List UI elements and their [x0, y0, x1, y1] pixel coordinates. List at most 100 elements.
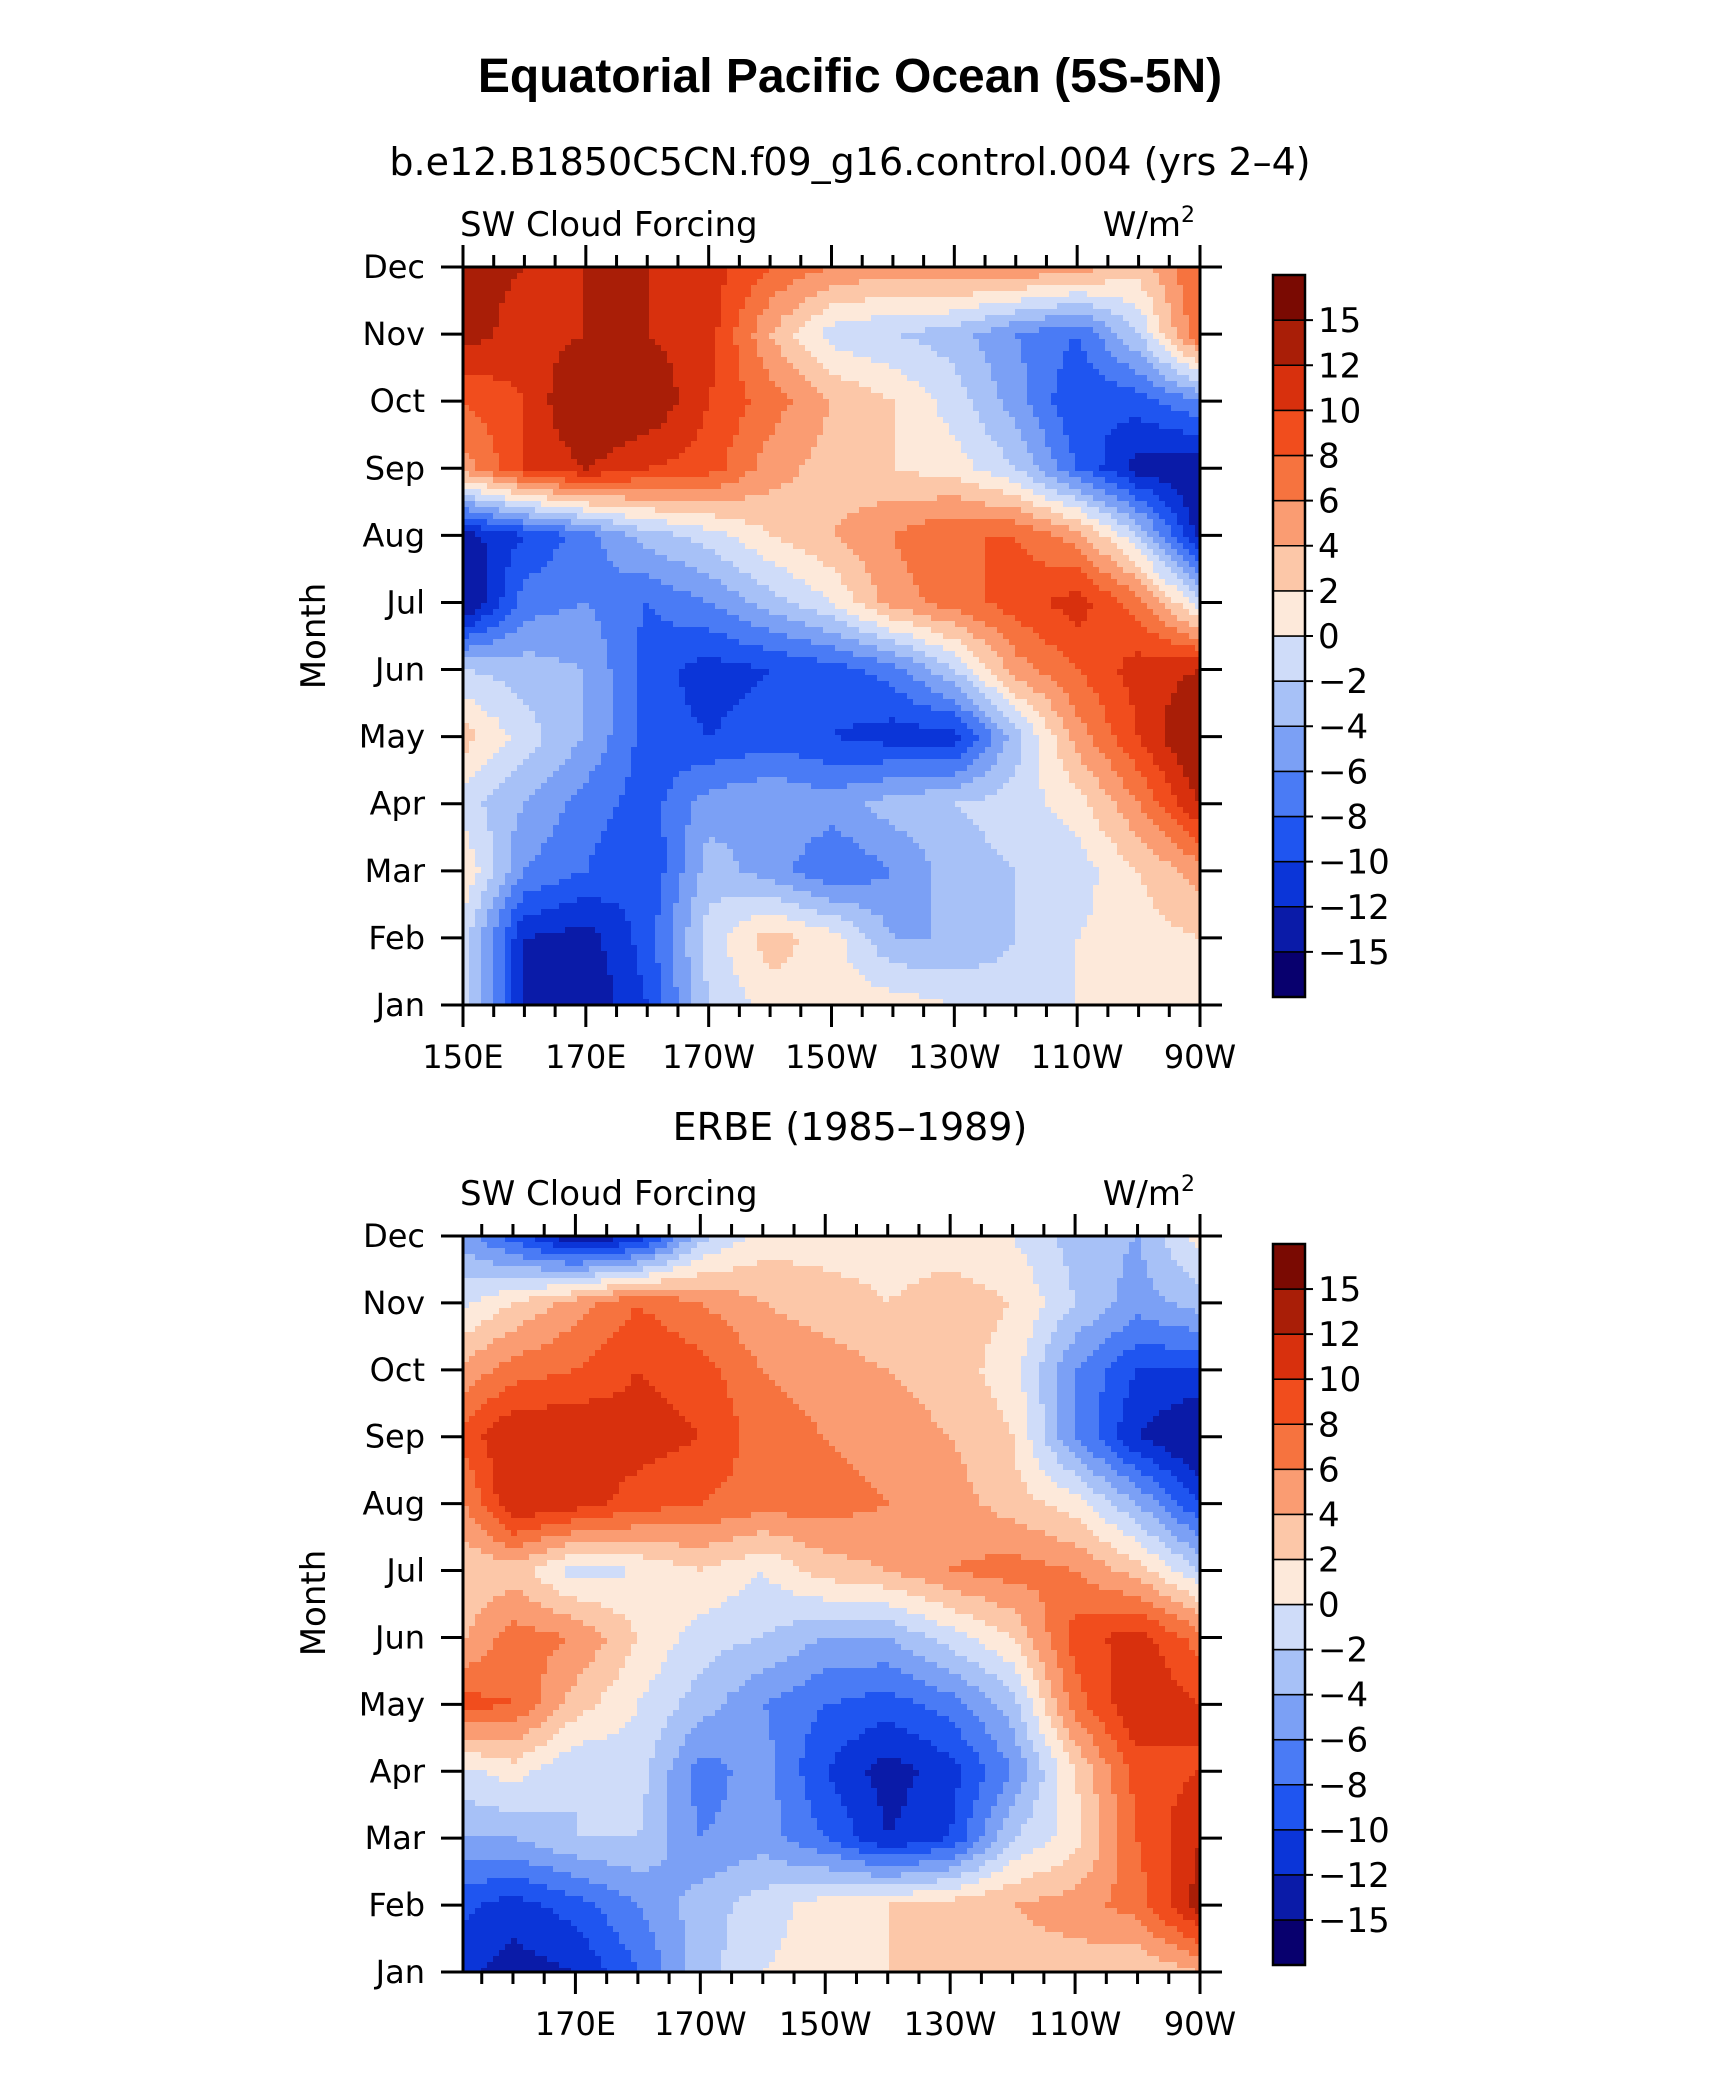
contour-cell: [649, 291, 656, 298]
contour-cell: [541, 477, 548, 484]
contour-cell: [493, 459, 500, 466]
contour-cell: [853, 345, 860, 352]
contour-cell: [529, 501, 536, 508]
contour-cell: [1003, 441, 1010, 448]
contour-cell: [595, 297, 602, 304]
contour-cell: [565, 297, 572, 304]
contour-cell: [1171, 387, 1178, 394]
contour-cell: [877, 417, 884, 424]
contour-cell: [547, 399, 554, 406]
contour-cell: [871, 363, 878, 370]
contour-cell: [823, 411, 830, 418]
contour-cell: [721, 483, 728, 490]
contour-cell: [655, 303, 662, 310]
contour-cell: [673, 411, 680, 418]
contour-cell: [931, 435, 938, 442]
contour-cell: [505, 423, 512, 430]
contour-cell: [793, 309, 800, 316]
contour-cell: [1009, 309, 1016, 316]
contour-cell: [913, 447, 920, 454]
contour-cell: [667, 387, 674, 394]
contour-cell: [523, 309, 530, 316]
contour-cell: [1093, 279, 1100, 286]
contour-cell: [895, 351, 902, 358]
contour-cell: [775, 387, 782, 394]
contour-cell: [583, 399, 590, 406]
contour-cell: [865, 393, 872, 400]
contour-cell: [835, 315, 842, 322]
contour-cell: [775, 459, 782, 466]
contour-cell: [565, 381, 572, 388]
contour-cell: [955, 495, 962, 502]
contour-cell: [997, 309, 1004, 316]
contour-cell: [529, 405, 536, 412]
contour-cell: [745, 393, 752, 400]
contour-cell: [547, 477, 554, 484]
contour-cell: [721, 345, 728, 352]
contour-cell: [883, 351, 890, 358]
contour-cell: [745, 327, 752, 334]
contour-cell: [559, 339, 566, 346]
contour-cell: [463, 273, 470, 280]
contour-cell: [1051, 453, 1058, 460]
contour-cell: [883, 387, 890, 394]
contour-cell: [1159, 303, 1166, 310]
contour-cell: [961, 441, 968, 448]
contour-cell: [481, 399, 488, 406]
contour-cell: [715, 321, 722, 328]
contour-cell: [1021, 321, 1028, 328]
contour-cell: [1183, 333, 1190, 340]
contour-cell: [877, 321, 884, 328]
contour-cell: [1039, 327, 1046, 334]
contour-cell: [1087, 297, 1094, 304]
contour-cell: [1051, 483, 1058, 490]
contour-cell: [1141, 285, 1148, 292]
contour-cell: [1027, 447, 1034, 454]
contour-cell: [613, 477, 620, 484]
contour-cell: [679, 471, 686, 478]
contour-cell: [889, 285, 896, 292]
contour-cell: [1141, 357, 1148, 364]
contour-cell: [1183, 339, 1190, 346]
contour-cell: [1153, 423, 1160, 430]
contour-cell: [991, 459, 998, 466]
contour-cell: [1093, 417, 1100, 424]
contour-cell: [1063, 399, 1070, 406]
contour-cell: [499, 411, 506, 418]
contour-cell: [925, 369, 932, 376]
contour-cell: [805, 303, 812, 310]
contour-cell: [529, 435, 536, 442]
contour-cell: [475, 495, 482, 502]
contour-cell: [595, 477, 602, 484]
contour-cell: [1063, 357, 1070, 364]
contour-cell: [547, 435, 554, 442]
contour-cell: [847, 393, 854, 400]
contour-cell: [985, 393, 992, 400]
contour-cell: [799, 453, 806, 460]
contour-cell: [1045, 273, 1052, 280]
contour-cell: [1189, 393, 1196, 400]
contour-cell: [685, 351, 692, 358]
contour-cell: [1105, 321, 1112, 328]
contour-cell: [979, 501, 986, 508]
contour-cell: [1159, 435, 1166, 442]
contour-cell: [493, 429, 500, 436]
contour-cell: [727, 447, 734, 454]
contour-cell: [937, 399, 944, 406]
contour-cell: [1027, 387, 1034, 394]
contour-cell: [679, 435, 686, 442]
contour-cell: [829, 387, 836, 394]
contour-cell: [823, 333, 830, 340]
contour-cell: [667, 285, 674, 292]
contour-cell: [841, 267, 848, 274]
contour-cell: [547, 369, 554, 376]
contour-cell: [727, 489, 734, 496]
contour-cell: [913, 483, 920, 490]
contour-cell: [751, 321, 758, 328]
contour-cell: [1129, 351, 1136, 358]
contour-cell: [637, 303, 644, 310]
contour-cell: [949, 345, 956, 352]
contour-cell: [745, 435, 752, 442]
contour-cell: [613, 441, 620, 448]
contour-cell: [481, 285, 488, 292]
